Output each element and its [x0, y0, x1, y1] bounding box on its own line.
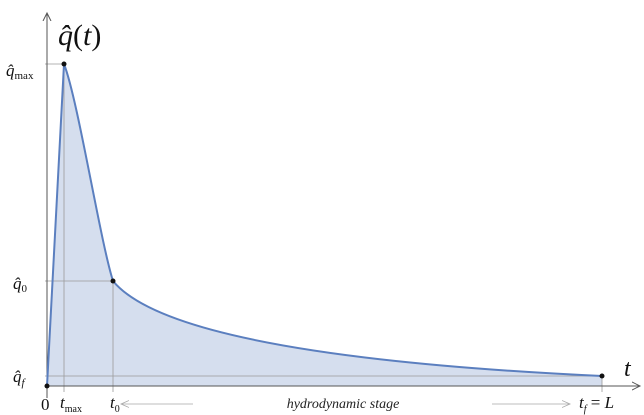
- tf-label: tf = L: [579, 393, 614, 415]
- function-title: q̂(t): [58, 19, 101, 52]
- t0-label: t0: [110, 393, 120, 415]
- qmax-label: q̂max: [6, 61, 34, 82]
- q0-point: [110, 278, 116, 284]
- tmax-label: tmax: [60, 393, 82, 415]
- origin-point: [44, 383, 50, 389]
- stage-label: hydrodynamic stage: [287, 397, 400, 412]
- tf-point: [599, 373, 605, 379]
- area-under-curve: [47, 64, 602, 386]
- q0-label: q̂0: [13, 274, 28, 295]
- qmax-point: [61, 61, 67, 67]
- origin-label: 0: [41, 395, 50, 414]
- q-hat-curve: [46, 63, 603, 387]
- qf-label: q̂f: [13, 367, 27, 389]
- x-axis-label: t: [624, 356, 632, 382]
